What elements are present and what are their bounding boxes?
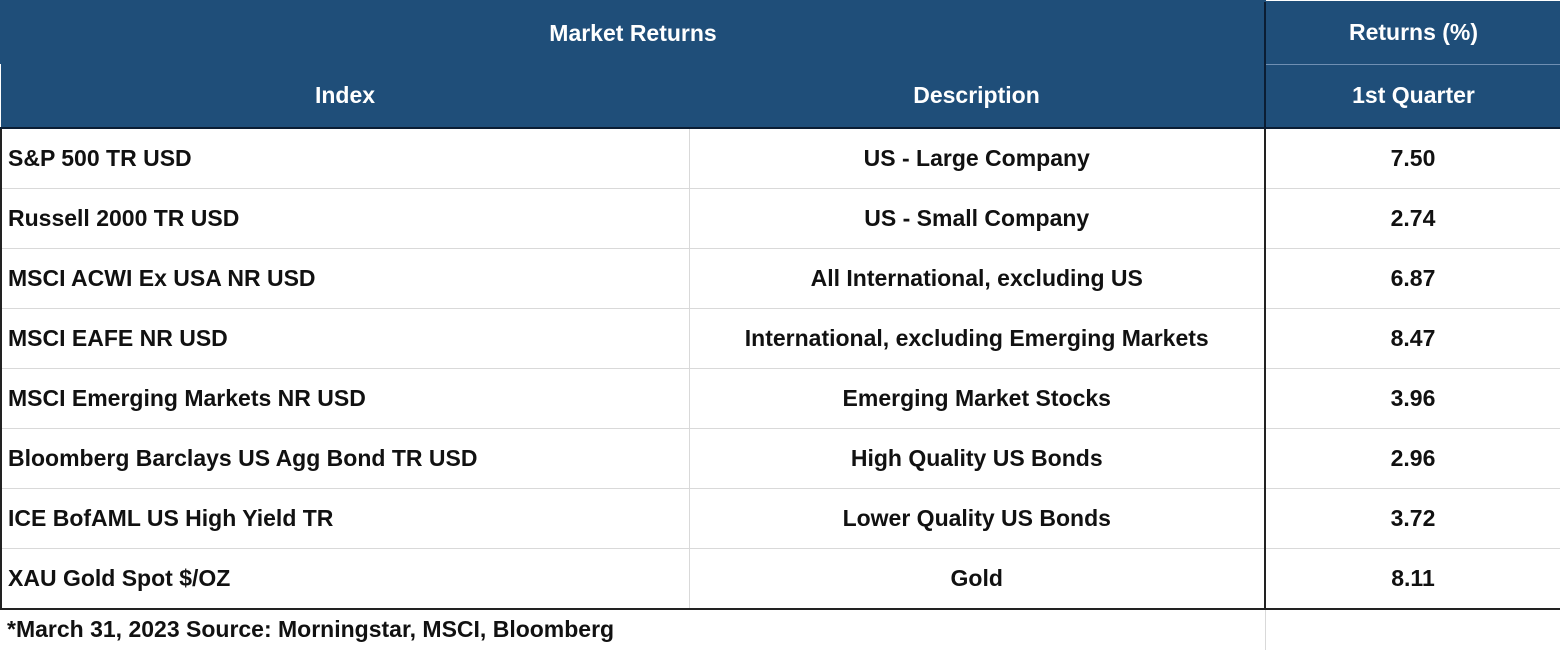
source-footnote: *March 31, 2023 Source: Morningstar, MSC… [7,616,615,642]
index-name: Bloomberg Barclays US Agg Bond TR USD [0,428,690,489]
column-header-index: Index [1,64,689,129]
table-row: MSCI Emerging Markets NR USD Emerging Ma… [0,368,1560,429]
index-description: High Quality US Bonds [689,428,1265,489]
index-name: S&P 500 TR USD [0,127,690,189]
index-description: Emerging Market Stocks [689,368,1265,429]
header-row-top: Market Returns Returns (%) [0,0,1560,65]
index-description: Lower Quality US Bonds [689,488,1265,549]
return-value: 8.11 [1264,548,1560,610]
column-header-period: 1st Quarter [1264,64,1560,129]
returns-header: Returns (%) [1264,1,1560,65]
return-value: 2.74 [1264,188,1560,249]
return-value: 6.87 [1264,248,1560,309]
table-row: MSCI EAFE NR USD International, excludin… [0,308,1560,369]
table-row: Bloomberg Barclays US Agg Bond TR USD Hi… [0,428,1560,489]
table-row: MSCI ACWI Ex USA NR USD All Internationa… [0,248,1560,309]
index-description: Gold [689,548,1265,610]
return-value: 7.50 [1264,127,1560,189]
table-title: Market Returns [0,0,1265,64]
index-name: Russell 2000 TR USD [0,188,690,249]
index-name: MSCI EAFE NR USD [0,308,690,369]
index-name: MSCI ACWI Ex USA NR USD [0,248,690,309]
index-name: ICE BofAML US High Yield TR [0,488,690,549]
return-value: 2.96 [1264,428,1560,489]
table-row: S&P 500 TR USD US - Large Company 7.50 [0,127,1560,189]
index-description: International, excluding Emerging Market… [689,308,1265,369]
column-header-description: Description [689,64,1265,129]
return-value: 8.47 [1264,308,1560,369]
empty-cell [1264,608,1560,650]
index-name: MSCI Emerging Markets NR USD [0,368,690,429]
index-name: XAU Gold Spot $/OZ [0,548,690,610]
return-value: 3.72 [1264,488,1560,549]
table-row: ICE BofAML US High Yield TR Lower Qualit… [0,488,1560,549]
table-row: Russell 2000 TR USD US - Small Company 2… [0,188,1560,249]
table-row: XAU Gold Spot $/OZ Gold 8.11 [0,548,1560,610]
index-description: US - Large Company [689,127,1265,189]
footnote-row: *March 31, 2023 Source: Morningstar, MSC… [1,608,1560,650]
index-description: US - Small Company [689,188,1265,249]
return-value: 3.96 [1264,368,1560,429]
header-row-columns: Index Description 1st Quarter [1,64,1560,129]
index-description: All International, excluding US [689,248,1265,309]
